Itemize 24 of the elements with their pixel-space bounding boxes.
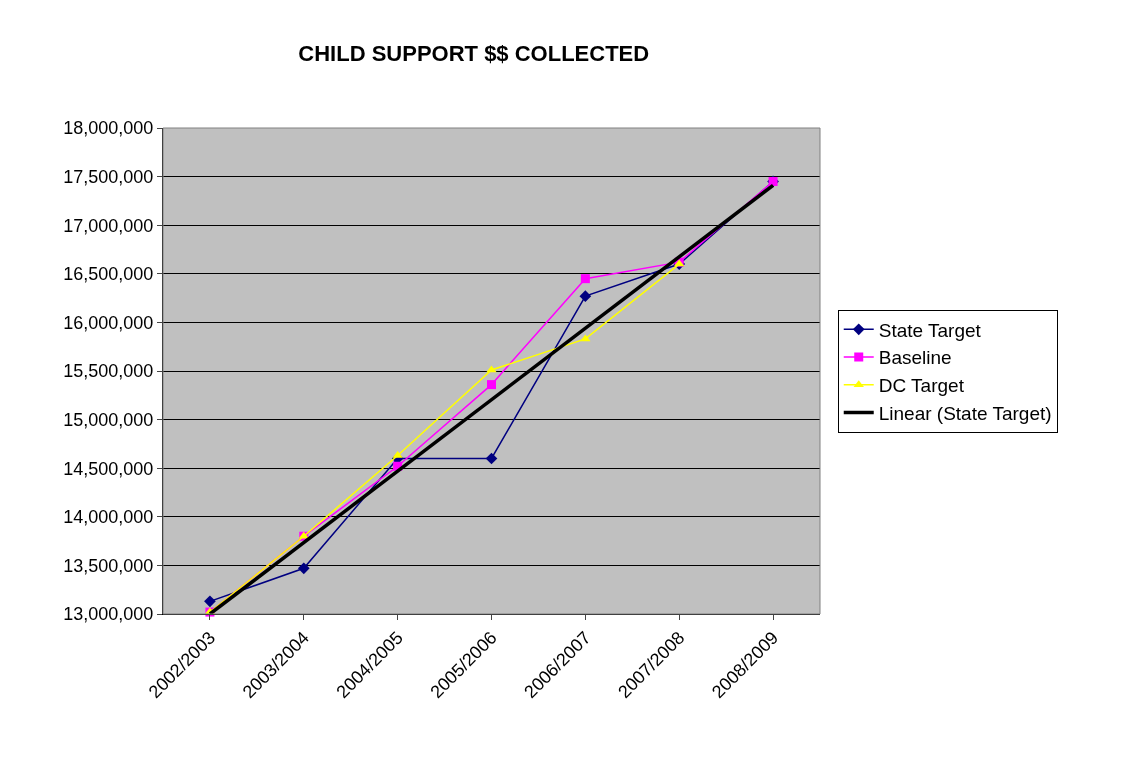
y-tick-label: 14,000,000 — [63, 507, 154, 528]
y-tick-label: 14,500,000 — [63, 458, 154, 479]
point — [297, 562, 310, 575]
point — [204, 595, 216, 608]
y-tick-label: 13,500,000 — [63, 555, 154, 576]
y-tick-label: 16,000,000 — [63, 312, 154, 333]
y-tick-label: 15,500,000 — [63, 361, 154, 382]
y-tick-label: 13,000,000 — [63, 604, 154, 625]
chart-title: CHILD SUPPORT $$ COLLECTED — [298, 40, 650, 66]
legend-label: State Target — [878, 319, 982, 341]
point — [485, 452, 498, 465]
legend-label: Linear (State Target) — [878, 402, 1052, 424]
y-tick-label: 16,500,000 — [63, 264, 154, 285]
point — [580, 274, 590, 284]
y-tick-label: 17,000,000 — [63, 215, 154, 236]
legend-label: Baseline — [878, 347, 952, 369]
point — [580, 334, 591, 342]
legend-label: DC Target — [878, 375, 965, 397]
y-tick-label: 15,000,000 — [63, 409, 154, 430]
point — [486, 365, 497, 373]
y-tick-label: 17,500,000 — [63, 166, 154, 187]
point — [579, 290, 592, 303]
y-tick-label: 18,000,000 — [63, 118, 154, 139]
point — [487, 380, 496, 390]
